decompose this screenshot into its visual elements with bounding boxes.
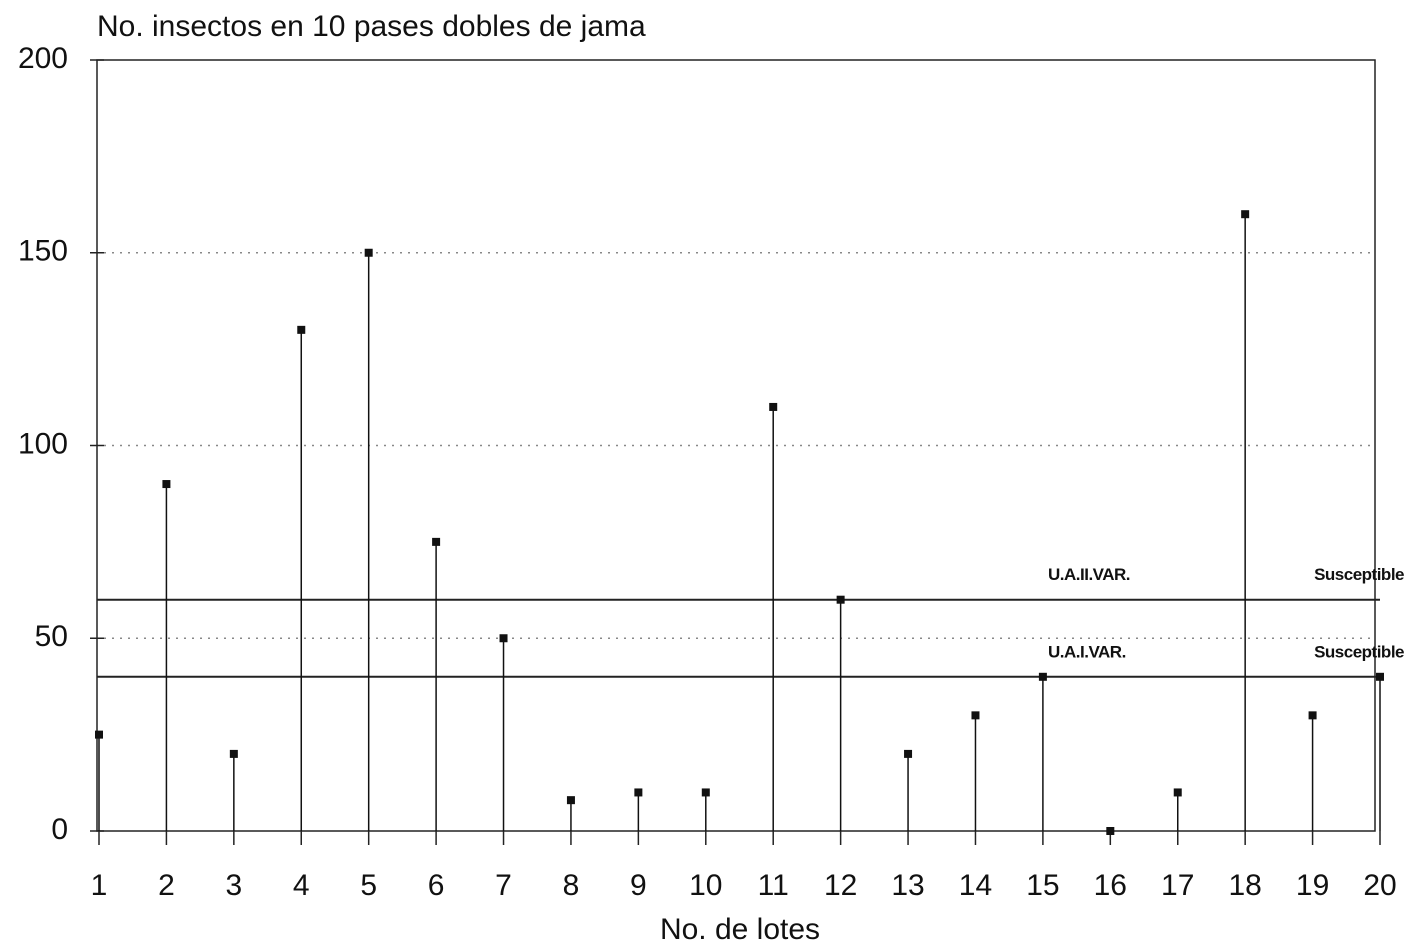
- x-tick-label: 12: [824, 869, 857, 902]
- x-tick-label: 4: [293, 869, 310, 902]
- stem-marker: [364, 248, 373, 257]
- stem-marker: [971, 711, 980, 720]
- stem-marker: [297, 325, 306, 334]
- stem-marker: [229, 749, 238, 758]
- x-tick-label: 9: [630, 869, 647, 902]
- x-tick-label: 13: [891, 869, 924, 902]
- x-tick-label: 11: [758, 869, 789, 902]
- x-tick-label: 1: [91, 869, 108, 902]
- x-tick-label: 14: [959, 869, 992, 902]
- stem-marker: [904, 749, 913, 758]
- x-tick-label: 10: [689, 869, 722, 902]
- x-tick-label: 17: [1161, 869, 1194, 902]
- x-tick-label: 18: [1228, 869, 1261, 902]
- x-tick-label: 16: [1094, 869, 1127, 902]
- x-tick-label: 6: [428, 869, 445, 902]
- stem-marker: [1173, 788, 1182, 797]
- reference-label: U.A.II.VAR.: [1048, 565, 1130, 584]
- stem-marker: [1106, 827, 1115, 835]
- stem-marker: [769, 402, 778, 411]
- y-tick-label: 0: [51, 813, 68, 846]
- x-axis-label: No. de lotes: [660, 913, 820, 946]
- stem-marker: [1038, 672, 1047, 681]
- x-tick-label: 19: [1296, 869, 1329, 902]
- y-tick-label: 100: [18, 427, 68, 460]
- stem-marker: [1308, 711, 1317, 720]
- reference-label: Susceptible: [1314, 642, 1404, 661]
- x-tick-label: 3: [225, 869, 242, 902]
- chart-title: No. insectos en 10 pases dobles de jama: [97, 10, 646, 43]
- stem-marker: [162, 480, 171, 489]
- x-tick-label: 7: [495, 869, 512, 902]
- stem-marker: [1376, 672, 1384, 681]
- x-tick-label: 20: [1363, 869, 1396, 902]
- stem-marker: [836, 595, 845, 604]
- x-tick-label: 2: [158, 869, 175, 902]
- stem-marker: [566, 796, 575, 805]
- stem-marker: [1241, 210, 1250, 219]
- x-tick-label: 5: [360, 869, 377, 902]
- y-tick-label: 200: [18, 42, 68, 75]
- stem-marker: [499, 634, 508, 643]
- y-tick-label: 150: [18, 235, 68, 268]
- stem-marker: [432, 537, 441, 546]
- stem-marker: [95, 730, 103, 739]
- stem-marker: [701, 788, 710, 797]
- x-tick-label: 8: [563, 869, 580, 902]
- x-tick-label: 15: [1026, 869, 1059, 902]
- stem-marker: [634, 788, 643, 797]
- y-tick-label: 50: [35, 620, 68, 653]
- reference-label: Susceptible: [1314, 565, 1404, 584]
- reference-label: U.A.I.VAR.: [1048, 642, 1126, 661]
